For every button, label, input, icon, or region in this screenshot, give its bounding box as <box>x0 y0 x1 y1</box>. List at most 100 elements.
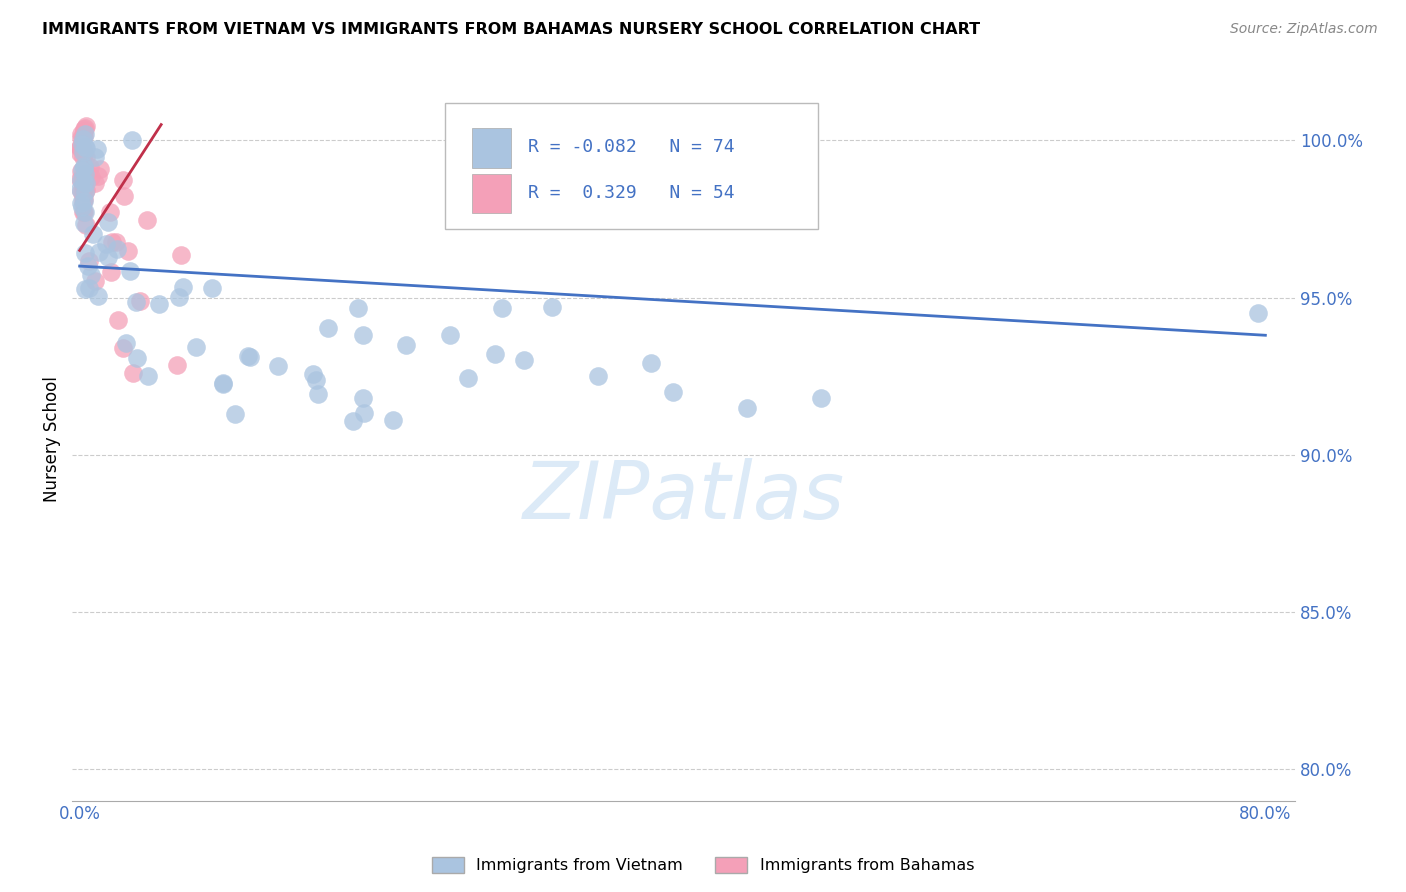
Point <box>136 369 159 384</box>
Point <box>135 212 157 227</box>
Point <box>148 296 170 310</box>
Point <box>353 406 375 420</box>
Point <box>87 169 110 184</box>
Point <box>72 190 94 204</box>
Point <box>307 386 329 401</box>
Point <box>72 142 94 156</box>
Point <box>457 371 479 385</box>
Text: Source: ZipAtlas.com: Source: ZipAtlas.com <box>1230 22 1378 37</box>
Point <box>69 145 91 160</box>
Point <box>80 268 103 282</box>
Point <box>342 414 364 428</box>
Point <box>79 160 101 174</box>
Point <box>810 391 832 405</box>
Point <box>661 384 683 399</box>
Point <box>69 182 91 196</box>
Point <box>302 367 325 381</box>
Point <box>70 200 93 214</box>
Point <box>97 215 120 229</box>
Point <box>72 194 94 209</box>
Point <box>77 254 100 268</box>
FancyBboxPatch shape <box>472 128 512 168</box>
Point <box>83 176 105 190</box>
Point <box>70 128 93 142</box>
Text: ZIPatlas: ZIPatlas <box>523 458 845 536</box>
Point <box>75 172 97 186</box>
Point <box>75 176 97 190</box>
Point <box>735 401 758 415</box>
Point <box>73 146 96 161</box>
Point <box>112 188 135 202</box>
Point <box>69 171 91 186</box>
Point <box>100 235 122 249</box>
Point <box>73 161 96 175</box>
Point <box>125 351 148 366</box>
Point <box>97 250 120 264</box>
Point <box>128 293 150 308</box>
Point <box>107 313 129 327</box>
Point <box>72 145 94 160</box>
Point <box>75 120 97 134</box>
Point <box>73 175 96 189</box>
Point <box>588 369 610 384</box>
Text: R = -0.082   N = 74: R = -0.082 N = 74 <box>529 138 735 156</box>
Point <box>172 280 194 294</box>
Point <box>80 169 103 184</box>
Point <box>75 218 97 232</box>
Point <box>70 173 93 187</box>
Point <box>70 139 93 153</box>
Point <box>70 131 93 145</box>
Point <box>70 164 93 178</box>
Point <box>1247 306 1270 320</box>
Point <box>94 237 117 252</box>
Text: IMMIGRANTS FROM VIETNAM VS IMMIGRANTS FROM BAHAMAS NURSERY SCHOOL CORRELATION CH: IMMIGRANTS FROM VIETNAM VS IMMIGRANTS FR… <box>42 22 980 37</box>
Point <box>117 244 139 258</box>
Point <box>100 205 122 219</box>
Point <box>305 373 328 387</box>
Point <box>112 341 135 355</box>
Point <box>77 281 100 295</box>
Point <box>104 235 127 249</box>
Point <box>70 163 93 178</box>
Point <box>87 288 110 302</box>
Point <box>118 263 141 277</box>
Point <box>83 274 105 288</box>
Point <box>352 328 374 343</box>
Point <box>73 124 96 138</box>
Y-axis label: Nursery School: Nursery School <box>44 376 60 502</box>
Point <box>72 150 94 164</box>
Point <box>224 408 246 422</box>
Point <box>76 259 98 273</box>
Point <box>73 205 96 219</box>
Legend: Immigrants from Vietnam, Immigrants from Bahamas: Immigrants from Vietnam, Immigrants from… <box>425 850 981 880</box>
Point <box>184 339 207 353</box>
Point <box>121 367 143 381</box>
Point <box>382 413 405 427</box>
Point <box>73 184 96 198</box>
Point <box>69 140 91 154</box>
Point <box>73 162 96 177</box>
Point <box>491 301 513 315</box>
Point <box>84 150 107 164</box>
Point <box>73 193 96 207</box>
Point <box>73 180 96 194</box>
Point <box>439 328 461 343</box>
Text: R =  0.329   N = 54: R = 0.329 N = 54 <box>529 184 735 202</box>
Point <box>69 195 91 210</box>
Point <box>72 178 94 193</box>
Point <box>115 335 138 350</box>
Point <box>75 141 97 155</box>
Point <box>73 186 96 200</box>
Point <box>72 194 94 209</box>
Point <box>111 173 134 187</box>
Point <box>125 294 148 309</box>
Point <box>170 248 193 262</box>
Point <box>73 246 96 260</box>
Point <box>121 133 143 147</box>
Point <box>82 227 104 241</box>
Point <box>72 122 94 136</box>
Point <box>73 159 96 173</box>
Point <box>167 290 190 304</box>
Point <box>211 376 233 390</box>
Point <box>70 136 93 151</box>
